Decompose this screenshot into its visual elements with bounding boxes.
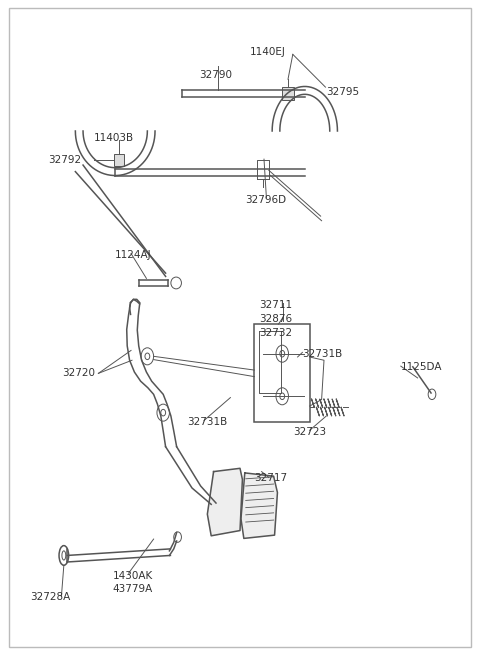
Text: 11403B: 11403B <box>94 132 134 143</box>
FancyBboxPatch shape <box>282 87 294 100</box>
Text: 32792: 32792 <box>48 155 81 166</box>
Text: 32711: 32711 <box>259 299 292 310</box>
Text: 1125DA: 1125DA <box>401 362 442 372</box>
Text: 32731B: 32731B <box>302 348 343 359</box>
Polygon shape <box>207 468 242 536</box>
FancyBboxPatch shape <box>114 154 124 166</box>
Polygon shape <box>241 473 277 538</box>
Text: 43779A: 43779A <box>113 584 153 595</box>
Text: 32717: 32717 <box>254 473 288 483</box>
Text: 32796D: 32796D <box>245 195 286 205</box>
Text: 32795: 32795 <box>326 86 360 97</box>
Text: 32723: 32723 <box>293 427 326 438</box>
Text: 1430AK: 1430AK <box>113 571 153 582</box>
Text: 1140EJ: 1140EJ <box>250 47 286 58</box>
Text: 32790: 32790 <box>199 70 232 81</box>
Text: 32720: 32720 <box>62 368 96 379</box>
Text: 32732: 32732 <box>259 328 292 339</box>
Text: 32728A: 32728A <box>30 592 71 603</box>
Text: 1124AJ: 1124AJ <box>115 250 152 261</box>
Text: 32876: 32876 <box>259 314 292 324</box>
Text: 32731B: 32731B <box>187 417 228 428</box>
